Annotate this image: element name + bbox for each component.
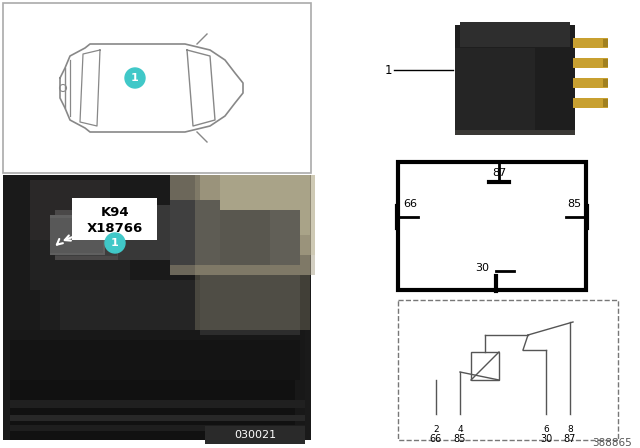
Bar	[455, 25, 575, 135]
Bar	[170, 175, 315, 275]
Text: 30: 30	[540, 434, 552, 444]
Circle shape	[566, 416, 574, 424]
Text: 4: 4	[457, 426, 463, 435]
Bar	[603, 59, 608, 67]
Bar	[603, 99, 608, 107]
Text: 87: 87	[492, 168, 506, 178]
Text: 030021: 030021	[234, 430, 276, 440]
Bar	[455, 48, 535, 133]
Text: 2: 2	[433, 426, 439, 435]
Bar	[270, 210, 300, 265]
Bar	[200, 275, 300, 335]
Bar	[220, 210, 270, 265]
Text: 85: 85	[567, 199, 581, 209]
Bar	[10, 330, 305, 440]
Bar	[200, 175, 315, 255]
Text: 1: 1	[384, 64, 392, 77]
Bar	[170, 200, 220, 265]
Bar	[455, 130, 575, 135]
Bar	[10, 175, 170, 440]
Bar	[205, 426, 305, 444]
Bar	[3, 3, 311, 173]
Bar	[398, 162, 586, 290]
Bar	[573, 58, 608, 68]
Circle shape	[125, 68, 145, 88]
Bar	[573, 38, 608, 48]
Bar	[573, 98, 608, 108]
Bar	[603, 39, 608, 47]
Bar	[195, 175, 310, 330]
Bar	[10, 415, 305, 421]
Bar	[118, 205, 173, 260]
Bar	[10, 380, 295, 440]
Bar	[55, 210, 120, 260]
Bar	[60, 280, 200, 330]
Bar	[220, 175, 310, 235]
Bar	[3, 175, 311, 440]
Text: 30: 30	[475, 263, 489, 273]
Bar	[460, 22, 570, 47]
Text: 66: 66	[430, 434, 442, 444]
Bar	[10, 340, 300, 380]
Circle shape	[542, 416, 550, 424]
Bar	[30, 180, 110, 240]
Bar	[398, 300, 618, 440]
Bar	[471, 352, 499, 380]
Text: 66: 66	[403, 199, 417, 209]
Bar	[40, 290, 120, 330]
Bar	[30, 240, 130, 290]
Text: 1: 1	[131, 73, 139, 83]
Text: 6: 6	[543, 426, 549, 435]
Text: 388865: 388865	[592, 438, 632, 448]
Text: X18766: X18766	[87, 221, 143, 234]
Bar	[603, 79, 608, 87]
Bar	[50, 215, 105, 255]
Circle shape	[432, 416, 440, 424]
Text: 1: 1	[111, 238, 119, 248]
Circle shape	[456, 416, 464, 424]
Text: 85: 85	[454, 434, 466, 444]
Bar	[50, 218, 103, 253]
Bar	[10, 425, 305, 431]
Bar	[573, 78, 608, 88]
Bar	[10, 400, 305, 408]
Bar	[55, 218, 117, 256]
Text: K94: K94	[100, 206, 129, 219]
Circle shape	[105, 233, 125, 253]
Bar	[72, 198, 157, 240]
Text: 8: 8	[567, 426, 573, 435]
Text: 87: 87	[564, 434, 576, 444]
